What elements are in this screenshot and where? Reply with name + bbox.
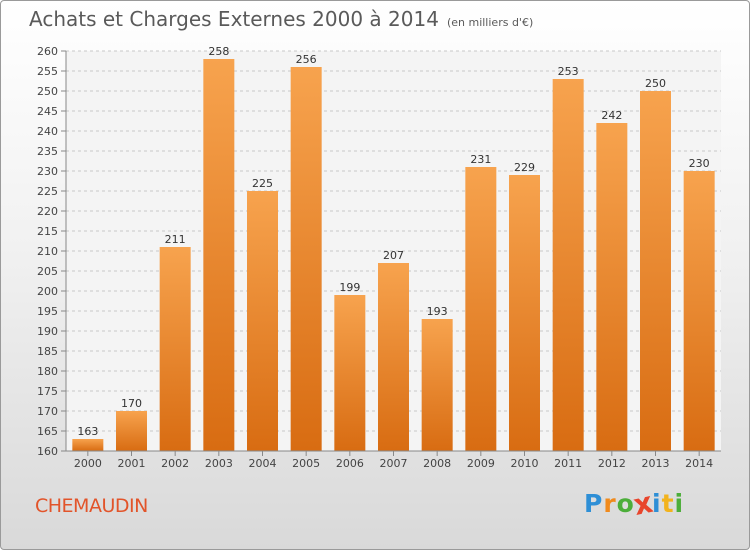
y-axis-labels: 160 165 170 175 180 185 190 195 200 205 210 215 220 2… xyxy=(37,45,58,458)
logo-letter: P xyxy=(584,489,604,518)
bar-2006 xyxy=(334,295,366,451)
value-label: 256 xyxy=(296,53,317,66)
x-tick-label: 2012 xyxy=(598,457,626,470)
y-tick-label: 190 xyxy=(37,325,58,338)
x-tick-label: 2009 xyxy=(467,457,495,470)
y-tick-label: 195 xyxy=(37,305,58,318)
bar-2008 xyxy=(421,319,453,451)
value-label: 207 xyxy=(383,249,404,262)
bar-2001 xyxy=(116,411,147,451)
y-tick-label: 175 xyxy=(37,385,58,398)
x-tick-label: 2003 xyxy=(205,457,233,470)
bar-2012 xyxy=(596,123,628,451)
value-label: 229 xyxy=(514,161,535,174)
y-tick-label: 210 xyxy=(37,245,58,258)
x-tick-label: 2002 xyxy=(161,457,189,470)
bar-2003 xyxy=(203,59,235,451)
x-tick-label: 2006 xyxy=(336,457,364,470)
chart-title: Achats et Charges Externes 2000 à 2014 xyxy=(29,7,439,31)
value-label: 170 xyxy=(121,397,142,410)
bar-2002 xyxy=(159,247,191,451)
value-label: 258 xyxy=(208,45,229,58)
value-label: 163 xyxy=(77,425,98,438)
y-tick-label: 230 xyxy=(37,165,58,178)
logo-letter: o xyxy=(616,489,635,518)
value-label: 225 xyxy=(252,177,273,190)
value-labels: 163 170 211 258 225 256 199 207 193 231 229 253 242 2… xyxy=(77,45,709,438)
y-tick-label: 255 xyxy=(37,65,58,78)
value-label: 250 xyxy=(645,77,666,90)
value-label: 242 xyxy=(601,109,622,122)
city-name: CHEMAUDIN xyxy=(35,495,148,517)
x-tick-label: 2010 xyxy=(511,457,539,470)
y-tick-label: 180 xyxy=(37,365,58,378)
y-tick-label: 240 xyxy=(37,125,58,138)
y-tick-label: 165 xyxy=(37,425,58,438)
y-tick-label: 250 xyxy=(37,85,58,98)
x-tick-label: 2008 xyxy=(423,457,451,470)
bar-2014 xyxy=(683,171,715,451)
bar-2009 xyxy=(465,167,497,451)
bar-2004 xyxy=(247,191,278,451)
y-tick-label: 200 xyxy=(37,285,58,298)
bar-2005 xyxy=(290,67,322,451)
value-label: 230 xyxy=(689,157,710,170)
x-axis-labels: 2000 2001 2002 2003 2004 2005 2006 2007 2008 2009… xyxy=(74,451,713,470)
proxiti-logo: Proxiti xyxy=(584,485,685,522)
value-label: 199 xyxy=(339,281,360,294)
y-tick-label: 260 xyxy=(37,45,58,58)
value-label: 211 xyxy=(165,233,186,246)
bar-2000 xyxy=(72,439,104,451)
logo-letter: r xyxy=(603,489,617,518)
x-tick-label: 2001 xyxy=(118,457,146,470)
x-tick-label: 2014 xyxy=(685,457,713,470)
y-tick-label: 170 xyxy=(37,405,58,418)
bar-2010 xyxy=(509,175,540,451)
y-tick-label: 235 xyxy=(37,145,58,158)
y-tick-label: 185 xyxy=(37,345,58,358)
title-line: Achats et Charges Externes 2000 à 2014 (e… xyxy=(29,7,533,31)
y-tick-label: 245 xyxy=(37,105,58,118)
x-tick-label: 2013 xyxy=(642,457,670,470)
y-tick-label: 205 xyxy=(37,265,58,278)
y-tick-label: 225 xyxy=(37,185,58,198)
value-label: 253 xyxy=(558,65,579,78)
value-label: 193 xyxy=(427,305,448,318)
chart-subtitle: (en milliers d'€) xyxy=(446,16,534,29)
x-tick-label: 2000 xyxy=(74,457,102,470)
bar-2013 xyxy=(640,91,671,451)
logo-letter: t xyxy=(661,489,675,518)
bars xyxy=(72,59,715,451)
y-tick-label: 220 xyxy=(37,205,58,218)
x-tick-label: 2007 xyxy=(380,457,408,470)
bar-2011 xyxy=(552,79,584,451)
y-tick-label: 160 xyxy=(37,445,58,458)
y-tick-label: 215 xyxy=(37,225,58,238)
x-tick-label: 2011 xyxy=(554,457,582,470)
logo-letter: i xyxy=(652,489,662,518)
logo-letter: i xyxy=(674,489,685,518)
value-label: 231 xyxy=(470,153,491,166)
x-tick-label: 2005 xyxy=(292,457,320,470)
bar-2007 xyxy=(378,263,409,451)
x-tick-label: 2004 xyxy=(249,457,277,470)
